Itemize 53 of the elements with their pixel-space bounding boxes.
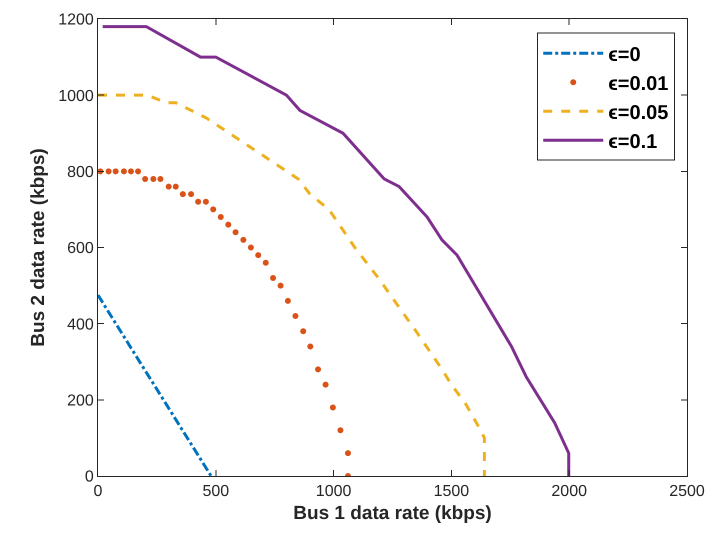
line-series [101, 25, 570, 476]
point [225, 222, 232, 228]
y-tick-label: 200 [67, 392, 94, 410]
x-axis-title: Bus 1 data rate (kbps) [293, 503, 492, 524]
y-tick-label: 400 [67, 316, 94, 334]
point [135, 168, 142, 174]
point [315, 366, 322, 372]
y-tick-label: 1200 [58, 12, 94, 29]
point [157, 176, 164, 182]
point [344, 450, 351, 456]
y-tick-label: 600 [67, 240, 94, 258]
point [284, 298, 291, 304]
point [322, 382, 329, 388]
legend-label: ϵ=0 [608, 44, 641, 66]
line-series [98, 94, 486, 476]
y-tick-label: 800 [67, 164, 94, 181]
point [166, 184, 172, 190]
point [112, 168, 119, 174]
x-tick-label: 1000 [316, 483, 352, 500]
point [292, 313, 298, 320]
point [278, 282, 284, 289]
point [150, 176, 156, 182]
point [300, 328, 306, 334]
point [172, 184, 179, 190]
point [120, 168, 127, 174]
point [307, 344, 314, 350]
point [202, 198, 209, 205]
point [106, 168, 112, 174]
point [188, 191, 194, 198]
legend-label: ϵ=0.1 [608, 131, 658, 154]
point [218, 214, 224, 220]
x-tick-label: 1500 [434, 483, 470, 500]
point [248, 244, 254, 250]
point [330, 404, 336, 410]
point [232, 229, 239, 236]
x-tick-label: 2000 [551, 483, 588, 500]
point [128, 168, 134, 174]
point [255, 252, 262, 258]
point [210, 206, 216, 212]
y-tick-label: 0 [84, 468, 94, 486]
y-tick-label: 1000 [58, 88, 94, 105]
y-axis-title: Bus 2 data rate (kbps) [28, 148, 50, 347]
legend-label: ϵ=0.01 [608, 73, 668, 96]
x-tick-label: 2500 [669, 483, 705, 500]
x-tick-label: 500 [202, 483, 230, 500]
point [240, 236, 246, 243]
point [180, 191, 186, 198]
point [337, 427, 344, 434]
legend-label: ϵ=0.05 [608, 102, 668, 124]
point [142, 176, 148, 182]
point [270, 274, 276, 281]
point [195, 198, 202, 205]
point [262, 260, 269, 266]
